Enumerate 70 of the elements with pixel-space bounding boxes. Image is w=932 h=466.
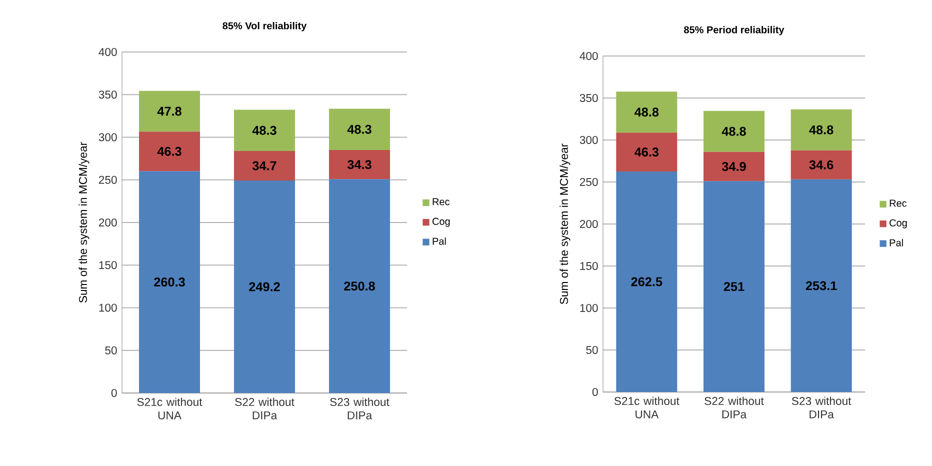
bar xyxy=(139,132,200,172)
bar xyxy=(616,132,678,172)
y-tick-label: 150 xyxy=(580,262,598,270)
bar xyxy=(790,179,852,392)
data-label: 47.8 xyxy=(157,106,182,116)
x-tick-label: S22 without DIPa xyxy=(235,398,294,420)
y-axis-title: Sum of the system in MCM/year xyxy=(78,142,90,303)
data-label: 260.3 xyxy=(154,278,185,287)
data-label: 46.3 xyxy=(157,146,182,156)
legend-label: Pal xyxy=(890,238,903,246)
data-label: 48.3 xyxy=(347,124,372,134)
y-tick-label: 300 xyxy=(98,133,117,142)
data-label: 48.8 xyxy=(809,125,834,134)
y-tick-label: 0 xyxy=(592,388,598,396)
x-tick-label: S22 without DIPa xyxy=(704,396,764,418)
x-tick-label: S21c without UNA xyxy=(137,398,202,420)
y-tick-label: 50 xyxy=(105,346,117,354)
y-tick-label: 0 xyxy=(111,388,117,397)
chart-title: 85% Vol reliability xyxy=(222,22,307,32)
data-label: 249.2 xyxy=(249,282,280,292)
bar xyxy=(139,90,200,132)
y-tick-label: 200 xyxy=(98,218,117,226)
data-label: 46.3 xyxy=(634,148,659,157)
data-label: 250.8 xyxy=(344,282,375,291)
bar xyxy=(704,110,764,152)
bar xyxy=(329,108,390,150)
legend-label: Cog xyxy=(890,219,907,228)
bar xyxy=(329,179,390,393)
data-label: 34.9 xyxy=(722,162,746,171)
y-axis-title: Sum of the system in MCM/year xyxy=(560,144,570,304)
bar xyxy=(616,92,678,133)
bar xyxy=(329,150,390,180)
chart-title: 85% Period reliability xyxy=(684,26,784,36)
data-label: 48.8 xyxy=(722,126,746,136)
bar xyxy=(234,180,296,393)
data-label: 48.8 xyxy=(634,108,659,117)
y-tick-label: 350 xyxy=(98,90,117,99)
data-label: 48.3 xyxy=(252,126,276,135)
legend-label: Cog xyxy=(432,218,450,227)
x-tick-label: S21c without UNA xyxy=(614,396,680,418)
x-tick-label: S23 without DIPa xyxy=(792,396,852,418)
bar xyxy=(790,109,852,150)
bar xyxy=(704,181,764,392)
bar xyxy=(234,150,296,181)
y-tick-label: 100 xyxy=(580,304,598,312)
bar xyxy=(704,152,764,182)
data-label: 253.1 xyxy=(806,281,837,290)
legend-label: Pal xyxy=(432,237,446,245)
y-tick-label: 200 xyxy=(580,220,598,228)
bar xyxy=(616,171,678,392)
y-tick-label: 100 xyxy=(99,304,117,312)
bar xyxy=(139,171,200,393)
data-label: 251 xyxy=(724,282,744,292)
y-tick-label: 300 xyxy=(580,136,598,144)
y-tick-label: 150 xyxy=(99,261,117,270)
y-tick-label: 350 xyxy=(580,94,598,102)
y-tick-label: 250 xyxy=(98,176,117,184)
y-tick-label: 250 xyxy=(580,178,598,186)
legend-label: Rec xyxy=(432,198,450,206)
y-tick-label: 50 xyxy=(586,346,598,354)
data-label: 34.7 xyxy=(252,161,276,170)
legend-label: Rec xyxy=(890,200,907,207)
y-tick-label: 400 xyxy=(580,52,598,60)
x-tick-label: S23 without DIPa xyxy=(330,398,390,420)
data-label: 262.5 xyxy=(631,277,662,286)
data-label: 34.6 xyxy=(809,160,834,170)
y-tick-label: 400 xyxy=(98,48,117,56)
bar xyxy=(234,110,296,151)
data-label: 34.3 xyxy=(347,160,372,170)
bar xyxy=(790,150,852,180)
